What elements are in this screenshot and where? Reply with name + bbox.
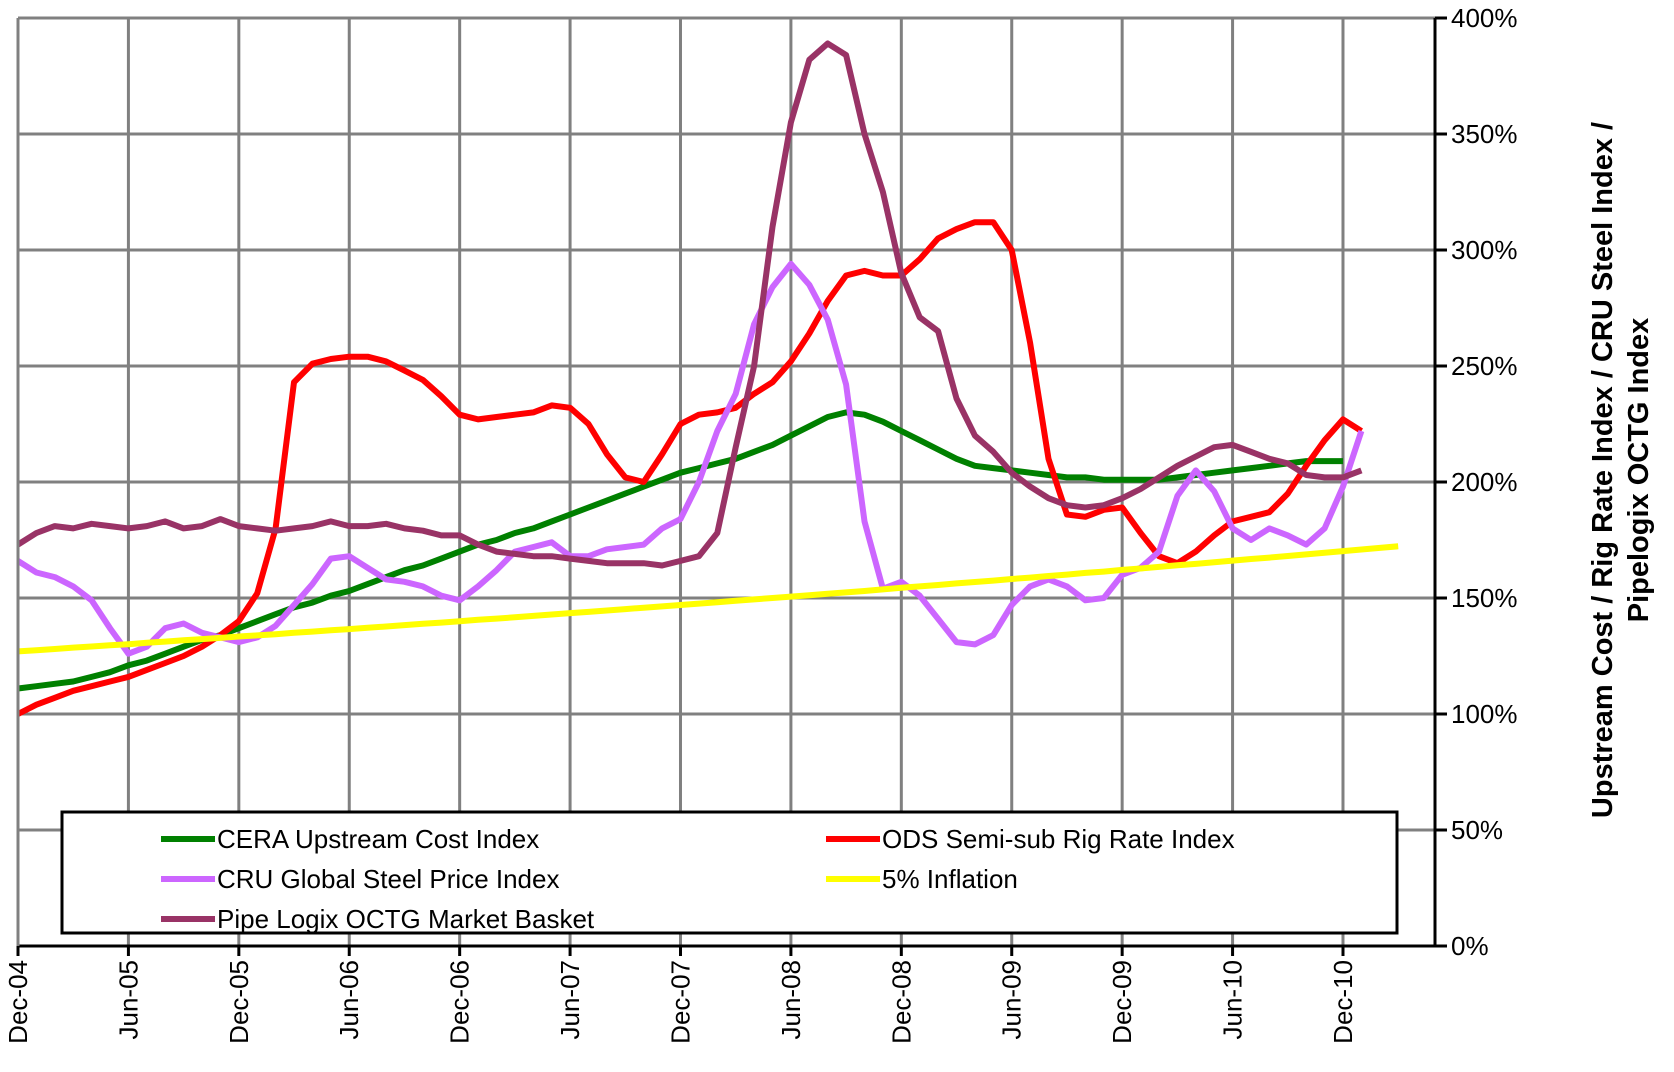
legend-label: CERA Upstream Cost Index bbox=[217, 824, 539, 854]
y-tick-label: 150% bbox=[1451, 583, 1518, 613]
legend-label: ODS Semi-sub Rig Rate Index bbox=[882, 824, 1235, 854]
series-line bbox=[16, 260, 1365, 657]
series-line bbox=[16, 40, 1363, 569]
y-tick-label: 50% bbox=[1451, 815, 1503, 845]
x-tick-label: Dec-09 bbox=[1107, 960, 1137, 1044]
legend-label: 5% Inflation bbox=[882, 864, 1018, 894]
y-tick-label: 250% bbox=[1451, 351, 1518, 381]
x-tick-label: Jun-10 bbox=[1218, 960, 1248, 1040]
x-tick-label: Jun-05 bbox=[113, 960, 143, 1040]
series-line bbox=[16, 219, 1363, 717]
y-tick-label: 300% bbox=[1451, 235, 1518, 265]
lines bbox=[16, 40, 1399, 717]
y-axis-title: Upstream Cost / Rig Rate Index / CRU Ste… bbox=[1587, 122, 1619, 818]
x-tick-label: Dec-08 bbox=[886, 960, 916, 1044]
legend-label: CRU Global Steel Price Index bbox=[217, 864, 559, 894]
x-tick-label: Jun-07 bbox=[555, 960, 585, 1040]
y-tick-label: 100% bbox=[1451, 699, 1518, 729]
y-tick-label: 350% bbox=[1451, 119, 1518, 149]
x-tick-label: Dec-10 bbox=[1328, 960, 1358, 1044]
axes: 0% 50% 100% 150% 200% 250% 300% 350% 400% Dec-04 J… bbox=[3, 3, 1518, 1044]
y-tick-label: 0% bbox=[1451, 931, 1489, 961]
x-tick-label: Jun-08 bbox=[776, 960, 806, 1040]
series-line bbox=[17, 409, 1343, 692]
legend-box bbox=[60, 810, 1399, 935]
legend: CERA Upstream Cost Index ODS Semi-sub Rig… bbox=[60, 810, 1399, 935]
x-tick-label: Dec-04 bbox=[3, 960, 33, 1044]
x-tick-label: Jun-06 bbox=[334, 960, 364, 1040]
x-tick-label: Jun-09 bbox=[997, 960, 1027, 1040]
y-axis-title: Pipelogix OCTG Index bbox=[1623, 318, 1655, 623]
y-tick-label: 200% bbox=[1451, 467, 1518, 497]
x-tick-label: Dec-07 bbox=[665, 960, 695, 1044]
legend-label: Pipe Logix OCTG Market Basket bbox=[217, 904, 595, 934]
y-tick-label: 400% bbox=[1451, 3, 1518, 33]
x-tick-label: Dec-05 bbox=[224, 960, 254, 1044]
series-line bbox=[17, 543, 1399, 655]
grid bbox=[16, 16, 1435, 948]
x-tick-label: Dec-06 bbox=[445, 960, 475, 1044]
